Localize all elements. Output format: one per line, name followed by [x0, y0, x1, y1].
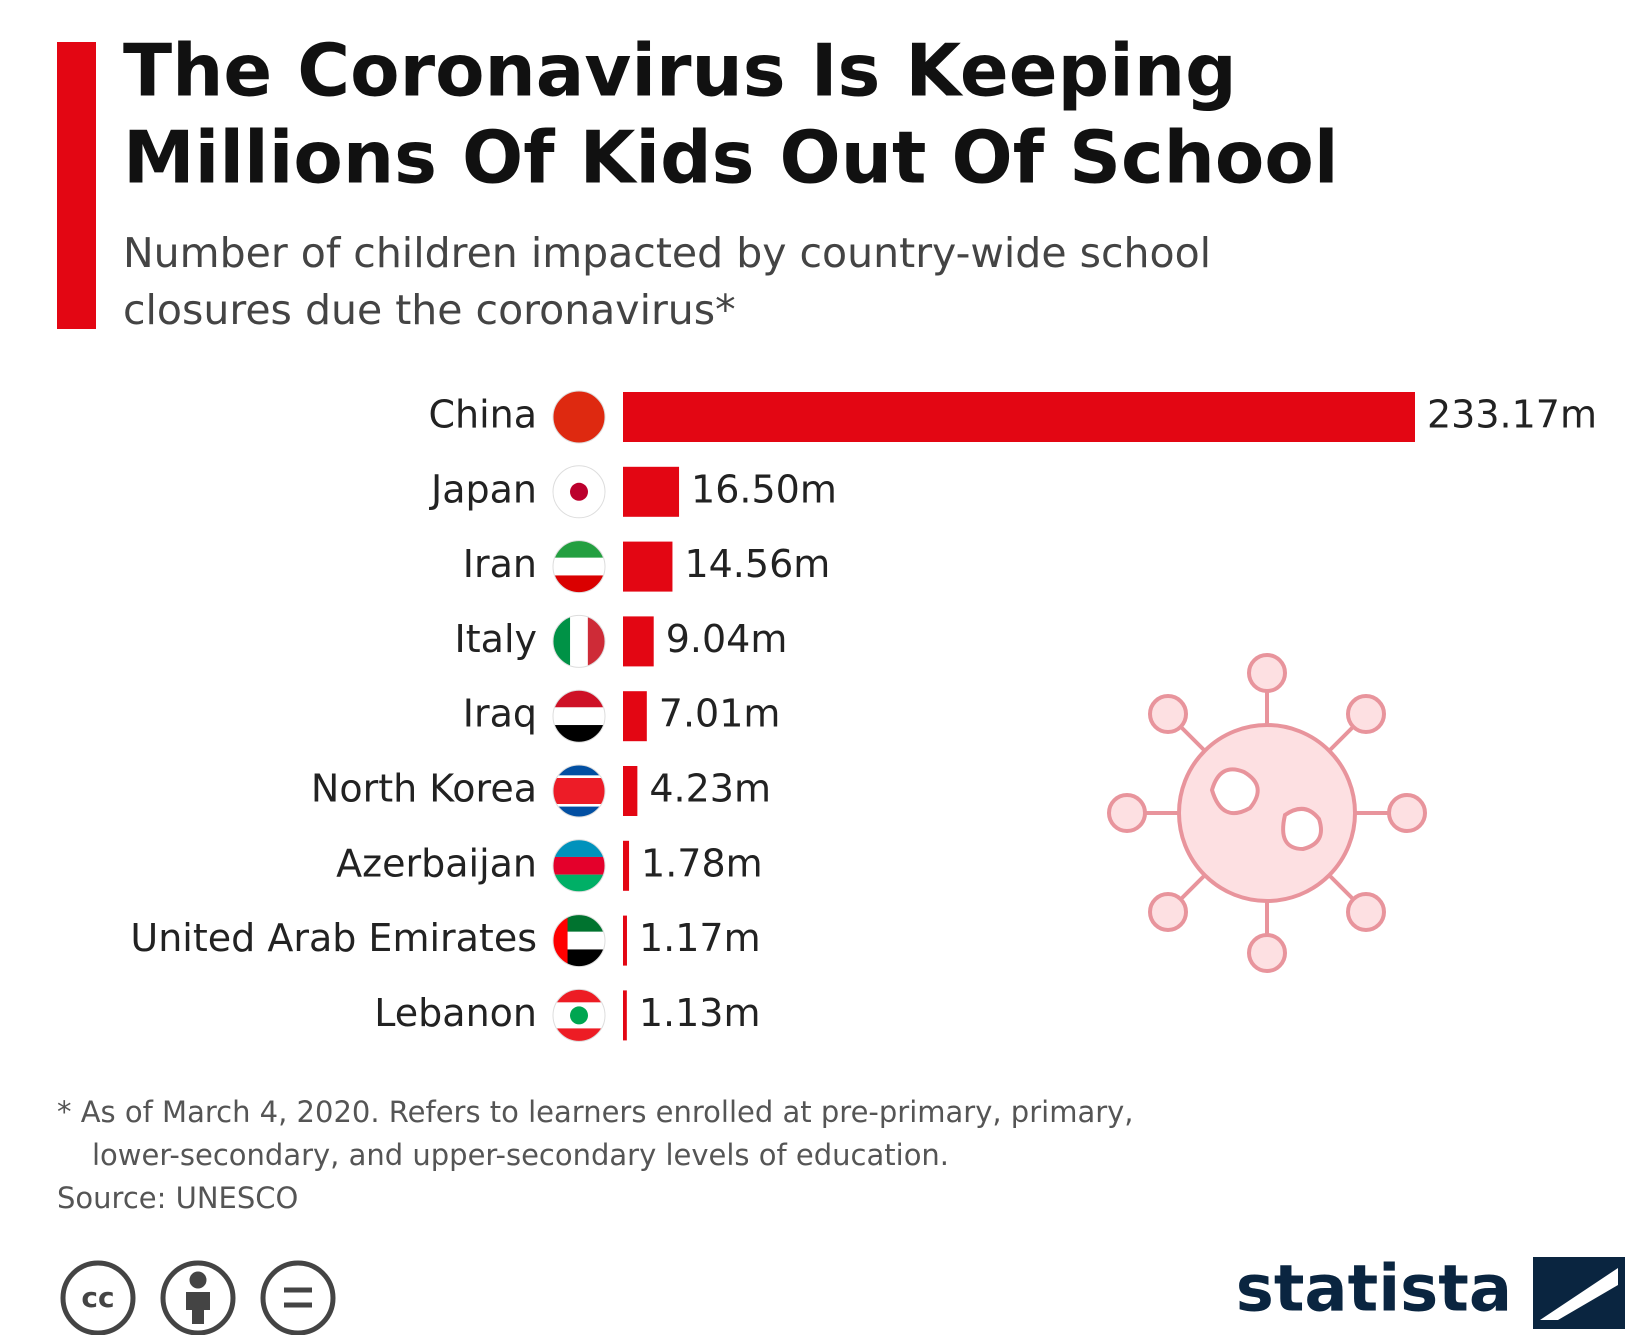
flag-stripe	[553, 725, 605, 743]
category-label: Lebanon	[374, 991, 537, 1035]
flag	[553, 465, 605, 518]
virus-knob	[1387, 793, 1427, 833]
virus-knob	[1345, 891, 1386, 932]
flag-outline	[552, 914, 606, 968]
flag-outline	[552, 988, 606, 1042]
flag-stripe	[553, 806, 605, 817]
footnote: lower-secondary, and upper-secondary lev…	[92, 1138, 949, 1172]
flag-stripe	[553, 615, 571, 668]
flag	[553, 765, 605, 817]
license-icons: cc	[60, 1260, 336, 1335]
flag-stripe	[553, 874, 605, 892]
chart-title: Millions Of Kids Out Of School	[123, 116, 1339, 200]
category-label: Japan	[429, 467, 537, 511]
value-label: 16.50m	[691, 467, 837, 511]
category-label: China	[428, 393, 537, 437]
virus-knob	[1345, 694, 1386, 735]
value-label: 7.01m	[659, 692, 781, 736]
bar	[623, 466, 680, 517]
flag-stripe	[553, 1028, 605, 1042]
category-label: Italy	[455, 617, 537, 661]
category-label: North Korea	[311, 767, 537, 811]
flag-outline	[552, 390, 606, 444]
flag	[553, 914, 605, 967]
brand-mark	[1533, 1257, 1625, 1329]
virus-spike	[1179, 725, 1209, 755]
flag	[553, 615, 605, 668]
flag-outline	[552, 465, 606, 519]
flag-stripe	[553, 856, 605, 875]
bar	[623, 616, 654, 667]
flag-stripe	[553, 989, 605, 1003]
value-label: 1.78m	[641, 841, 763, 885]
flag-outline	[552, 540, 606, 594]
value-label: 4.23m	[649, 767, 771, 811]
virus-illustration	[1107, 653, 1427, 973]
flag	[553, 839, 605, 892]
value-label: 9.04m	[666, 617, 788, 661]
chart-title: The Coronavirus Is Keeping	[123, 29, 1237, 113]
chart-subtitle: closures due the coronavirus*	[123, 286, 736, 334]
flag-stripe	[553, 839, 605, 857]
value-label: 1.17m	[639, 916, 761, 960]
virus-knob	[1247, 933, 1287, 973]
value-label: 233.17m	[1427, 393, 1597, 437]
flag-stripe	[553, 690, 605, 708]
virus-spike	[1179, 871, 1209, 901]
bar	[623, 392, 1415, 442]
title-accent	[57, 42, 96, 329]
flag-outline	[552, 764, 606, 818]
flag-outline	[552, 689, 606, 743]
flag-stripe	[553, 391, 605, 443]
license-label: cc	[81, 1281, 114, 1314]
virus-knob	[1107, 793, 1147, 833]
flag-emblem	[570, 482, 588, 501]
category-label: Iran	[463, 542, 537, 586]
bar	[623, 766, 638, 816]
virus-spike	[1325, 871, 1355, 901]
footnote: * As of March 4, 2020. Refers to learner…	[57, 1095, 1134, 1129]
value-label: 1.13m	[639, 991, 761, 1035]
flag	[553, 540, 605, 593]
chart-subtitle: Number of children impacted by country-w…	[123, 229, 1211, 277]
flag-outline	[552, 839, 606, 893]
flag-stripe	[553, 775, 605, 778]
flag-stripe	[553, 765, 605, 776]
virus-knob	[1148, 891, 1189, 932]
bar	[623, 691, 647, 742]
flag-stripe	[553, 557, 605, 576]
category-label: Iraq	[463, 692, 537, 736]
flag-stripe	[587, 615, 605, 668]
bar	[623, 541, 673, 592]
flag-outline	[552, 614, 606, 668]
flag-stripe	[553, 575, 605, 593]
virus-knob	[1247, 653, 1287, 693]
bar	[623, 990, 627, 1041]
flag-stripe	[553, 778, 605, 804]
flag	[553, 391, 605, 443]
flag-stripe	[570, 615, 588, 668]
flag-stripe	[553, 540, 605, 558]
category-label: Azerbaijan	[336, 841, 537, 885]
bar	[623, 915, 627, 966]
flag-emblem	[570, 1006, 588, 1025]
virus-knob	[1148, 694, 1189, 735]
flag-stripe	[553, 707, 605, 726]
value-label: 14.56m	[684, 542, 830, 586]
brand-logo: statista	[1236, 1253, 1512, 1327]
source: Source: UNESCO	[57, 1181, 298, 1215]
virus-spike	[1325, 725, 1355, 755]
category-label: United Arab Emirates	[130, 916, 537, 960]
flag-stripe	[553, 804, 605, 807]
bar	[623, 840, 630, 891]
flag	[553, 690, 605, 743]
